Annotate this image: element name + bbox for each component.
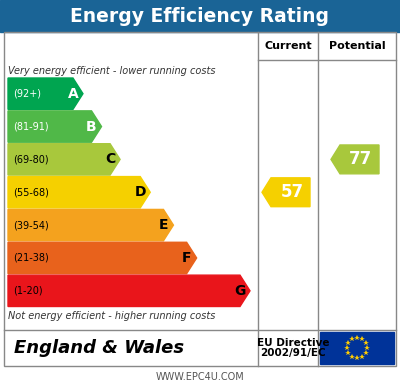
Text: (81-91): (81-91) [13,121,49,132]
Text: WWW.EPC4U.COM: WWW.EPC4U.COM [156,372,244,382]
Text: (21-38): (21-38) [13,253,49,263]
Text: Very energy efficient - lower running costs: Very energy efficient - lower running co… [8,66,216,76]
Polygon shape [8,275,250,307]
Text: (69-80): (69-80) [13,154,49,165]
Text: (39-54): (39-54) [13,220,49,230]
Text: 2002/91/EC: 2002/91/EC [260,348,326,358]
Text: (92+): (92+) [13,89,41,99]
Polygon shape [262,178,310,207]
Bar [0,0,400,32]
Text: 77: 77 [349,151,373,168]
Polygon shape [8,144,120,175]
Text: D: D [134,185,146,199]
Text: C: C [105,152,115,166]
Text: (1-20): (1-20) [13,286,43,296]
Polygon shape [8,78,83,109]
Text: Current: Current [264,41,312,51]
Text: (55-68): (55-68) [13,187,49,197]
Text: G: G [234,284,246,298]
Text: Potential: Potential [329,41,385,51]
Text: A: A [68,87,78,100]
Polygon shape [8,111,102,142]
Text: E: E [159,218,168,232]
Text: EU Directive: EU Directive [257,338,329,348]
Text: Not energy efficient - higher running costs: Not energy efficient - higher running co… [8,311,215,321]
Text: England & Wales: England & Wales [14,339,184,357]
Text: 57: 57 [280,183,304,201]
Text: Energy Efficiency Rating: Energy Efficiency Rating [70,7,330,26]
Bar [320,332,394,364]
Bar [4,32,396,366]
Text: B: B [86,120,97,133]
Polygon shape [331,145,379,174]
Polygon shape [8,210,174,241]
Polygon shape [8,242,197,274]
Polygon shape [8,177,150,208]
Text: F: F [182,251,191,265]
